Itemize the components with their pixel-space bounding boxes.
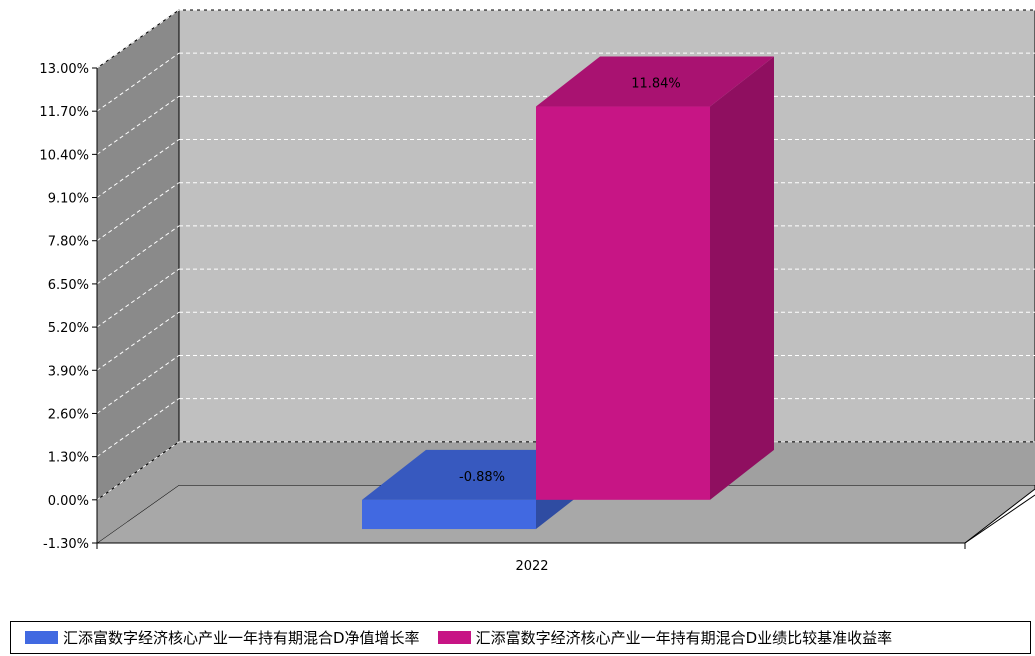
y-tick-label: 5.20% xyxy=(48,321,89,336)
x-tick-label: 2022 xyxy=(515,559,548,574)
legend-item-benchmark: 汇添富数字经济核心产业一年持有期混合D业绩比较基准收益率 xyxy=(437,627,893,648)
gridline-depth-10 xyxy=(96,441,180,501)
y-tick-label: 2.60% xyxy=(48,407,89,422)
y-tick-label: 7.80% xyxy=(48,235,89,250)
right-floor-edge xyxy=(964,494,1035,544)
bar-front xyxy=(362,499,536,530)
gridline-depth-4 xyxy=(96,182,180,242)
gridline-depth-0 xyxy=(96,9,180,69)
chart-canvas: 13.00% 11.70% 10.40% 9.10% 7.80% 6.50% 5.20% 3.… xyxy=(39,9,1035,574)
legend: 汇添富数字经济核心产业一年持有期混合D净值增长率 汇添富数字经济核心产业一年持有… xyxy=(10,621,1031,654)
legend-swatch-benchmark xyxy=(437,631,471,644)
gridline-depth-2 xyxy=(96,95,180,155)
x-axis: 2022 xyxy=(96,543,966,574)
legend-label-benchmark: 汇添富数字经济核心产业一年持有期混合D业绩比较基准收益率 xyxy=(475,629,893,647)
y-tick-label: 9.10% xyxy=(48,192,89,207)
legend-item-nav: 汇添富数字经济核心产业一年持有期混合D净值增长率 xyxy=(25,627,420,648)
gridline-depth-8 xyxy=(96,355,180,414)
bar-top xyxy=(536,56,774,107)
y-axis: 13.00% 11.70% 10.40% 9.10% 7.80% 6.50% 5.20% 3.… xyxy=(39,62,98,552)
floor-zero-band xyxy=(97,441,1035,543)
bar xyxy=(536,56,774,500)
gridline-depth-6 xyxy=(96,268,180,328)
y-tick-label: 10.40% xyxy=(39,148,89,163)
data-label: -0.88% xyxy=(459,470,505,485)
bar-front xyxy=(536,106,710,500)
y-tick-label: 13.00% xyxy=(39,62,89,77)
bars: -0.88% 11.84% xyxy=(362,56,774,530)
gridline-depth-7 xyxy=(96,311,180,371)
y-tick-label: 0.00% xyxy=(48,494,89,509)
legend-swatch-nav xyxy=(25,631,58,644)
data-label: 11.84% xyxy=(631,77,681,92)
y-tick-label: 6.50% xyxy=(48,278,89,293)
gridline-depth-3 xyxy=(96,139,180,198)
gridline-depth-5 xyxy=(96,225,180,285)
y-tick-label: 1.30% xyxy=(48,451,89,466)
y-tick-label: -1.30% xyxy=(43,537,89,552)
gridline-depth-9 xyxy=(96,398,180,458)
gridline-depth-1 xyxy=(96,52,180,112)
bar-side xyxy=(710,56,774,500)
y-tick-label: 11.70% xyxy=(39,105,89,120)
y-tick-label: 3.90% xyxy=(48,364,89,379)
legend-label-nav: 汇添富数字经济核心产业一年持有期混合D净值增长率 xyxy=(63,629,420,647)
